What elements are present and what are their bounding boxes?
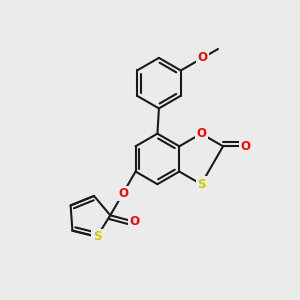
Text: S: S [197,178,206,191]
Text: O: O [198,51,208,64]
Text: O: O [118,187,128,200]
Text: O: O [241,140,251,153]
Text: O: O [196,127,206,140]
Text: O: O [130,215,140,228]
Text: S: S [93,230,101,243]
